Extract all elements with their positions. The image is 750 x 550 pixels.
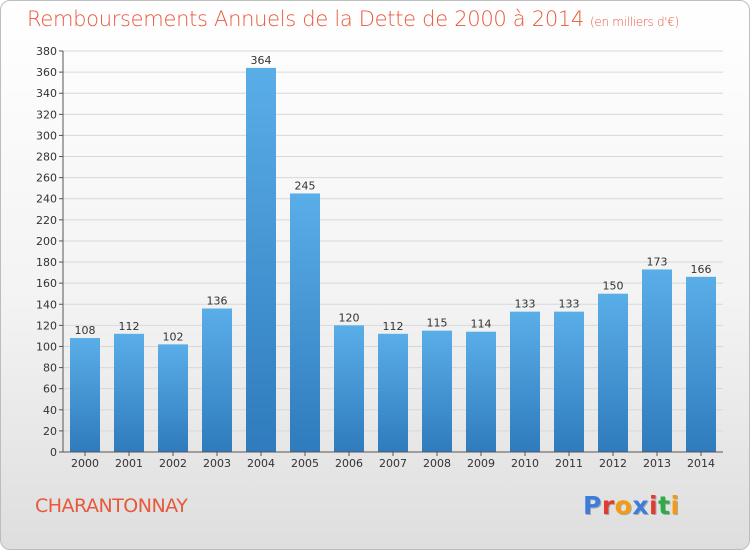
bar-2004 [246,67,276,452]
y-tick-label: 280 [36,151,57,164]
logo-letter: r [601,491,615,520]
bar-2002 [158,344,188,452]
y-tick-label: 240 [36,193,57,206]
logo-letter: i [670,491,680,520]
y-tick-label: 20 [43,425,57,438]
data-label-2011: 133 [559,298,580,311]
bar-2008 [422,330,452,452]
logo-letter: o [614,491,633,520]
x-tick-label-2012: 2012 [599,457,627,470]
data-label-2007: 112 [383,320,404,333]
proxiti-logo: Proxiti [583,491,680,520]
commune-name: CHARANTONNAY [35,495,188,517]
y-tick-label: 220 [36,214,57,227]
bar-2000 [70,338,100,452]
x-tick-label-2001: 2001 [115,457,143,470]
x-tick-label-2002: 2002 [159,457,187,470]
data-label-2001: 112 [119,320,140,333]
data-label-2014: 166 [691,263,712,276]
x-tick-label-2004: 2004 [247,457,275,470]
bar-2006 [334,325,364,452]
y-tick-label: 0 [50,446,57,459]
bar-2011 [554,311,584,452]
y-tick-label: 200 [36,235,57,248]
y-tick-label: 260 [36,172,57,185]
data-label-2013: 173 [647,255,668,268]
data-label-2008: 115 [427,317,448,330]
bar-2007 [378,333,408,452]
chart-subtitle: (en milliers d'€) [590,15,680,29]
data-label-2010: 133 [515,298,536,311]
x-tick-label-2013: 2013 [643,457,671,470]
logo-letter: i [649,491,659,520]
logo-letter: t [658,491,671,520]
chart-title-text: Remboursements Annuels de la Dette de 20… [27,7,584,31]
data-label-2004: 364 [251,54,272,67]
bar-2005 [290,193,320,453]
y-tick-label: 60 [43,383,57,396]
bar-2010 [510,311,540,452]
data-label-2012: 150 [603,280,624,293]
y-tick-label: 360 [36,66,57,79]
bar-2009 [466,331,496,452]
x-tick-label-2005: 2005 [291,457,319,470]
y-tick-label: 160 [36,277,57,290]
data-label-2000: 108 [75,324,96,337]
bar-2003 [202,308,232,452]
data-label-2005: 245 [295,179,316,192]
y-tick-label: 40 [43,404,57,417]
data-label-2002: 102 [163,330,184,343]
x-tick-label-2006: 2006 [335,457,363,470]
labels: 0 20 40 60 80 100 120 140 160 180 200 220 240 260 280 3… [36,45,715,470]
data-label-2009: 114 [471,318,492,331]
x-tick-label-2009: 2009 [467,457,495,470]
y-tick-label: 300 [36,129,57,142]
y-tick-label: 80 [43,362,57,375]
bar-2014 [686,276,716,452]
data-label-2006: 120 [339,311,360,324]
y-tick-label: 380 [36,45,57,58]
y-tick-label: 340 [36,87,57,100]
x-tick-label-2007: 2007 [379,457,407,470]
logo-letter: P [583,491,602,520]
x-tick-label-2000: 2000 [71,457,99,470]
axes [59,50,723,456]
logo-letter: x [632,491,649,520]
data-label-2003: 136 [207,294,228,307]
x-tick-label-2003: 2003 [203,457,231,470]
x-tick-label-2011: 2011 [555,457,583,470]
x-tick-label-2014: 2014 [687,457,715,470]
bar-2001 [114,333,144,452]
y-tick-label: 320 [36,108,57,121]
bar-2012 [598,293,628,452]
bars [70,67,716,453]
y-tick-label: 180 [36,256,57,269]
y-tick-label: 120 [36,319,57,332]
bar-2013 [642,269,672,452]
y-tick-label: 140 [36,298,57,311]
y-tick-label: 100 [36,340,57,353]
chart-title: Remboursements Annuels de la Dette de 20… [27,7,679,31]
x-tick-label-2008: 2008 [423,457,451,470]
x-tick-label-2010: 2010 [511,457,539,470]
